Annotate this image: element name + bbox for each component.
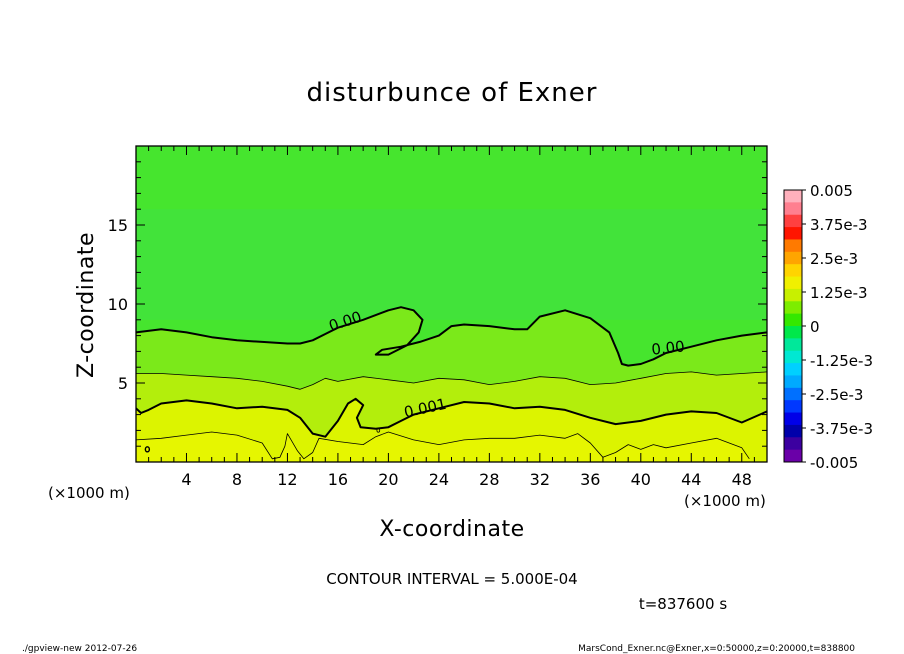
colorbar-segment <box>784 338 802 352</box>
colorbar-tick-label: 2.5e-3 <box>810 250 858 268</box>
x-tick-label: 20 <box>378 470 398 489</box>
colorbar-segment <box>784 288 802 302</box>
contour-line-0 <box>136 306 767 367</box>
colorbar-segment <box>784 387 802 401</box>
x-axis-unit-left: (×1000 m) <box>48 484 130 502</box>
chart-title: disturbunce of Exner <box>307 78 598 108</box>
shaded-field <box>136 146 767 462</box>
colorbar-segment <box>784 350 802 364</box>
y-tick-label: 5 <box>118 374 128 393</box>
colorbar-labels: 0.005 3.75e-3 2.5e-3 1.25e-3 0 -1.25e-3 -2.5e-… <box>802 182 873 472</box>
colorbar-tick-label: 0 <box>810 318 820 336</box>
x-tick-label: 44 <box>681 470 701 489</box>
x-axis-ticks: 4 8 12 16 20 24 28 32 36 40 44 48 <box>148 146 755 489</box>
contour-line-1 <box>136 371 767 390</box>
x-tick-label: 40 <box>631 470 651 489</box>
colorbar-tick-label: -3.75e-3 <box>810 420 873 438</box>
colorbar-tick-label: 1.25e-3 <box>810 284 868 302</box>
colorbar-segment <box>784 264 802 278</box>
x-tick-label: 24 <box>429 470 449 489</box>
contour-closed-small <box>144 446 151 453</box>
contour-line-3 <box>136 431 750 460</box>
colorbar-tick-label: -0.005 <box>810 454 858 472</box>
colorbar-segment <box>784 375 802 389</box>
contour-interval-text: CONTOUR INTERVAL = 5.000E-04 <box>326 570 577 588</box>
contour-label: 0.00 <box>650 337 685 358</box>
x-tick-label: 32 <box>530 470 550 489</box>
field-band-3 <box>136 432 750 462</box>
x-tick-label: 28 <box>479 470 499 489</box>
colorbar-segment <box>784 276 802 290</box>
x-tick-label: 36 <box>580 470 600 489</box>
colorbar-segment <box>784 449 802 463</box>
colorbar-tick-label: 0.005 <box>810 182 853 200</box>
footer-left: ./gpview-new 2012-07-26 <box>22 644 137 654</box>
colorbar-segment <box>784 202 802 216</box>
time-text: t=837600 s <box>639 595 727 613</box>
colorbar-segment <box>784 313 802 327</box>
field-band-upper-light <box>136 209 767 320</box>
y-tick-label: 15 <box>108 216 128 235</box>
colorbar <box>784 190 802 463</box>
footer-right: MarsCond_Exner.nc@Exner,x=0:50000,z=0:20… <box>578 644 855 654</box>
x-tick-label: 4 <box>181 470 191 489</box>
colorbar-segment <box>784 251 802 265</box>
colorbar-segment <box>784 301 802 315</box>
colorbar-segment <box>784 326 802 339</box>
x-axis-label: X-coordinate <box>379 517 524 542</box>
colorbar-segment <box>784 424 802 438</box>
colorbar-segment <box>784 363 802 376</box>
contour-lines <box>136 306 767 460</box>
colorbar-tick-label: 3.75e-3 <box>810 216 868 234</box>
colorbar-segment <box>784 190 802 203</box>
contour-line-2 <box>136 397 767 438</box>
colorbar-segment <box>784 214 802 228</box>
y-tick-label: 10 <box>108 295 128 314</box>
colorbar-tick-label: -1.25e-3 <box>810 352 873 370</box>
colorbar-segment <box>784 239 802 253</box>
x-tick-label: 16 <box>328 470 348 489</box>
colorbar-tick-label: -2.5e-3 <box>810 386 863 404</box>
x-tick-label: 48 <box>732 470 752 489</box>
x-axis-unit-right: (×1000 m) <box>684 492 766 510</box>
colorbar-segment <box>784 227 802 240</box>
y-axis-ticks: 5 10 15 <box>108 161 767 447</box>
contour-closed-small <box>376 428 381 433</box>
colorbar-segment <box>784 437 802 451</box>
colorbar-segment <box>784 400 802 414</box>
x-tick-label: 12 <box>277 470 297 489</box>
plot-area <box>136 146 767 462</box>
colorbar-segment <box>784 412 802 426</box>
x-tick-label: 8 <box>232 470 242 489</box>
y-axis-label: Z-coordinate <box>74 232 99 378</box>
